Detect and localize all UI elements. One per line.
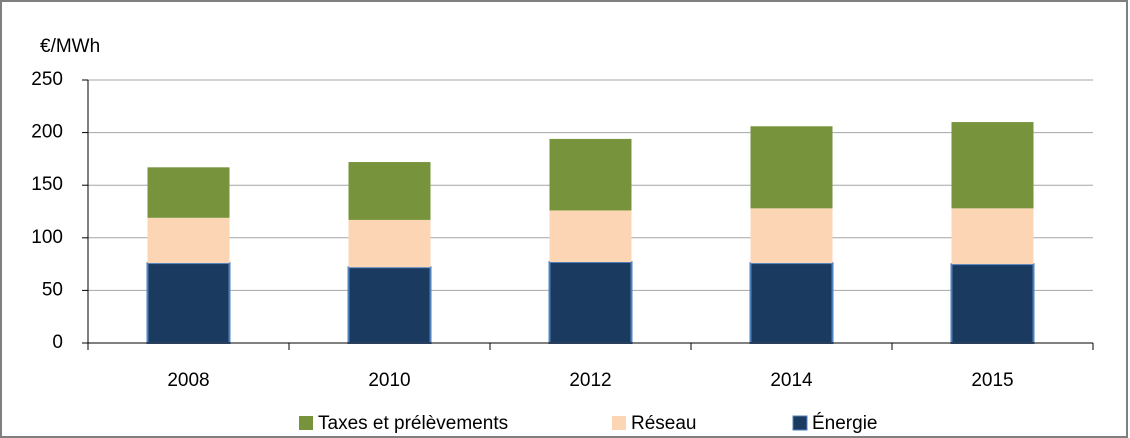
bar-segment xyxy=(548,260,633,344)
legend-label: Réseau xyxy=(631,413,697,434)
bar-segment xyxy=(750,126,833,209)
y-axis-label: €/MWh xyxy=(40,36,100,57)
y-tick-label: 250 xyxy=(31,69,63,90)
x-tick-label: 2012 xyxy=(569,370,611,391)
bar-segment xyxy=(147,217,230,264)
y-tick-label: 0 xyxy=(52,332,63,353)
x-tick-label: 2014 xyxy=(770,370,813,391)
x-tick-label: 2015 xyxy=(971,370,1013,391)
y-tick-label: 200 xyxy=(31,122,63,143)
bar-segment xyxy=(146,262,231,345)
bar-segment xyxy=(951,208,1034,265)
bar-segment xyxy=(951,122,1034,209)
y-tick-label: 100 xyxy=(31,227,63,248)
bar-segment xyxy=(750,208,833,264)
legend-label: Énergie xyxy=(812,413,878,434)
legend-label: Taxes et prélèvements xyxy=(318,413,508,434)
bar-segment xyxy=(950,263,1035,345)
bar-segment xyxy=(147,167,230,218)
bar-segment xyxy=(348,162,431,220)
bar-segment xyxy=(549,210,632,262)
legend-swatch xyxy=(299,416,313,430)
x-tick-label: 2008 xyxy=(167,370,209,391)
bar-segment xyxy=(749,262,834,345)
x-tick-label: 2010 xyxy=(368,370,410,391)
bar-segment xyxy=(347,266,432,345)
legend-swatch xyxy=(792,415,808,431)
bar-segment xyxy=(348,219,431,268)
legend-swatch xyxy=(612,416,626,430)
bar-segment xyxy=(549,138,632,211)
y-tick-label: 50 xyxy=(42,279,63,300)
y-tick-label: 150 xyxy=(31,174,63,195)
